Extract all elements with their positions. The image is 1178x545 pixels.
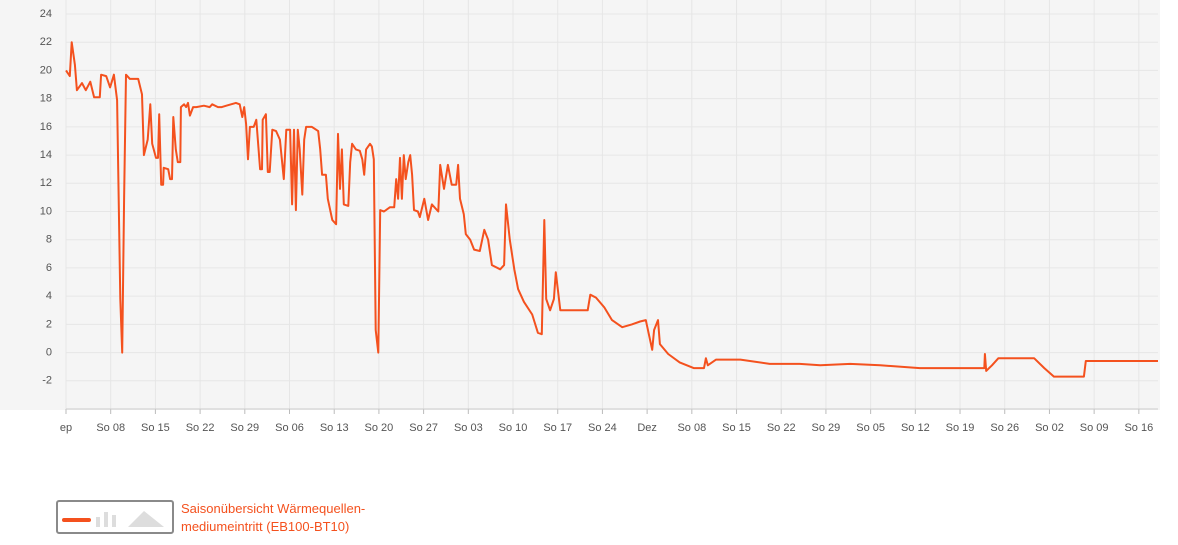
series-line [65,41,1158,378]
x-tick-label: So 27 [409,422,438,434]
legend-icon [56,500,174,534]
legend-label: Saisonübersicht Wärmequellen-mediumeintr… [181,501,366,534]
x-tick-label: So 24 [588,422,617,434]
y-tick-label: 14 [40,149,52,161]
plot-background [0,0,1160,410]
legend-deco [104,512,108,527]
x-tick-label: So 26 [990,422,1019,434]
y-tick-label: 10 [40,205,52,217]
x-tick-label: So 05 [856,422,885,434]
x-tick-label: So 15 [722,422,751,434]
legend-deco [96,517,100,527]
y-tick-label: 2 [46,318,52,330]
y-tick-label: 6 [46,262,52,274]
y-tick-label: 4 [46,290,52,302]
x-tick-label: So 08 [677,422,706,434]
x-tick-label: So 17 [543,422,572,434]
legend-deco [128,511,164,527]
y-tick-label: 8 [46,234,52,246]
x-tick-label: So 19 [946,422,975,434]
x-tick-label: So 10 [499,422,528,434]
x-tick-label: So 09 [1080,422,1109,434]
x-tick-label: So 02 [1035,422,1064,434]
x-tick-label: So 22 [767,422,796,434]
x-tick-label: Dez [637,422,657,434]
y-tick-label: 16 [40,121,52,133]
y-tick-label: 18 [40,93,52,105]
y-tick-label: 24 [40,8,52,20]
y-tick-label: 20 [40,64,52,76]
y-tick-label: -2 [42,375,52,387]
y-tick-label: 22 [40,36,52,48]
x-tick-label: So 20 [365,422,394,434]
x-tick-label: So 15 [141,422,170,434]
y-tick-label: 12 [40,177,52,189]
x-tick-label: So 13 [320,422,349,434]
x-tick-label: So 08 [96,422,125,434]
x-tick-label: So 12 [901,422,930,434]
x-tick-label: So 29 [230,422,259,434]
x-tick-label: So 22 [186,422,215,434]
x-tick-label: So 29 [812,422,841,434]
y-tick-label: 0 [46,346,52,358]
x-tick-label: So 06 [275,422,304,434]
x-tick-label: So 16 [1124,422,1153,434]
legend-deco [112,515,116,527]
x-tick-label: ep [60,422,72,434]
legend[interactable]: Saisonübersicht Wärmequellen-mediumeintr… [56,500,396,536]
x-tick-label: So 03 [454,422,483,434]
